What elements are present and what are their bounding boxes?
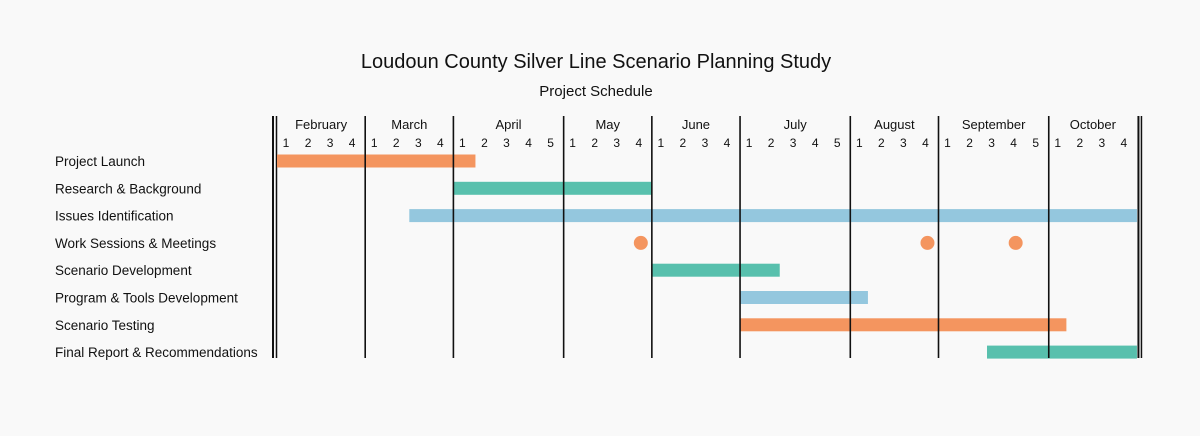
week-label: 2: [966, 136, 973, 150]
week-label: 3: [900, 136, 907, 150]
week-label: 1: [658, 136, 665, 150]
week-label: 1: [746, 136, 753, 150]
task-label: Final Report & Recommendations: [55, 345, 258, 360]
month-label: June: [682, 117, 710, 132]
week-label: 1: [856, 136, 863, 150]
week-label: 3: [702, 136, 709, 150]
month-label: August: [874, 117, 915, 132]
week-label: 3: [415, 136, 422, 150]
week-label: 2: [680, 136, 687, 150]
month-label: May: [595, 117, 620, 132]
month-label: February: [295, 117, 348, 132]
week-label: 3: [327, 136, 334, 150]
task-bar: [987, 345, 1137, 359]
week-label: 1: [459, 136, 466, 150]
task-label: Work Sessions & Meetings: [55, 236, 216, 251]
month-label: October: [1070, 117, 1117, 132]
task-label: Scenario Development: [55, 263, 192, 278]
task-label: Program & Tools Development: [55, 291, 238, 306]
week-label: 1: [944, 136, 951, 150]
week-label: 4: [437, 136, 444, 150]
chart-title: Loudoun County Silver Line Scenario Plan…: [360, 51, 832, 73]
week-label: 2: [481, 136, 488, 150]
week-label: 1: [371, 136, 378, 150]
week-label: 2: [1076, 136, 1083, 150]
week-label: 3: [613, 136, 620, 150]
task-bar: [453, 181, 652, 195]
task-label: Project Launch: [55, 154, 145, 169]
week-label: 1: [1054, 136, 1061, 150]
week-label: 4: [1010, 136, 1017, 150]
milestone-marker: [920, 235, 935, 250]
task-bar: [740, 318, 1067, 332]
week-label: 3: [503, 136, 510, 150]
week-label: 2: [591, 136, 598, 150]
week-label: 3: [1099, 136, 1106, 150]
chart-subtitle: Project Schedule: [539, 83, 653, 100]
month-label: March: [391, 117, 427, 132]
week-label: 2: [393, 136, 400, 150]
week-label: 3: [988, 136, 995, 150]
week-label: 5: [1032, 136, 1039, 150]
week-label: 4: [1121, 136, 1128, 150]
week-label: 1: [569, 136, 576, 150]
task-bar: [740, 291, 868, 304]
week-label: 4: [724, 136, 731, 150]
month-label: April: [496, 117, 522, 132]
week-label: 5: [547, 136, 554, 150]
task-label: Issues Identification: [55, 209, 174, 224]
week-label: 2: [305, 136, 312, 150]
month-label: September: [962, 117, 1026, 132]
milestone-marker: [1008, 235, 1023, 250]
task-label: Scenario Testing: [55, 318, 155, 333]
week-label: 4: [349, 136, 356, 150]
milestone-marker: [633, 235, 648, 250]
task-bar: [651, 263, 780, 277]
week-label: 3: [790, 136, 797, 150]
task-label: Research & Background: [55, 181, 201, 196]
week-label: 4: [525, 136, 532, 150]
week-label: 1: [283, 136, 290, 150]
week-label: 2: [768, 136, 775, 150]
week-label: 4: [812, 136, 819, 150]
week-label: 5: [834, 136, 841, 150]
task-bar: [409, 209, 1137, 223]
task-bar: [277, 154, 476, 168]
week-label: 4: [635, 136, 642, 150]
week-label: 4: [922, 136, 929, 150]
month-label: July: [784, 117, 808, 132]
week-label: 2: [878, 136, 885, 150]
